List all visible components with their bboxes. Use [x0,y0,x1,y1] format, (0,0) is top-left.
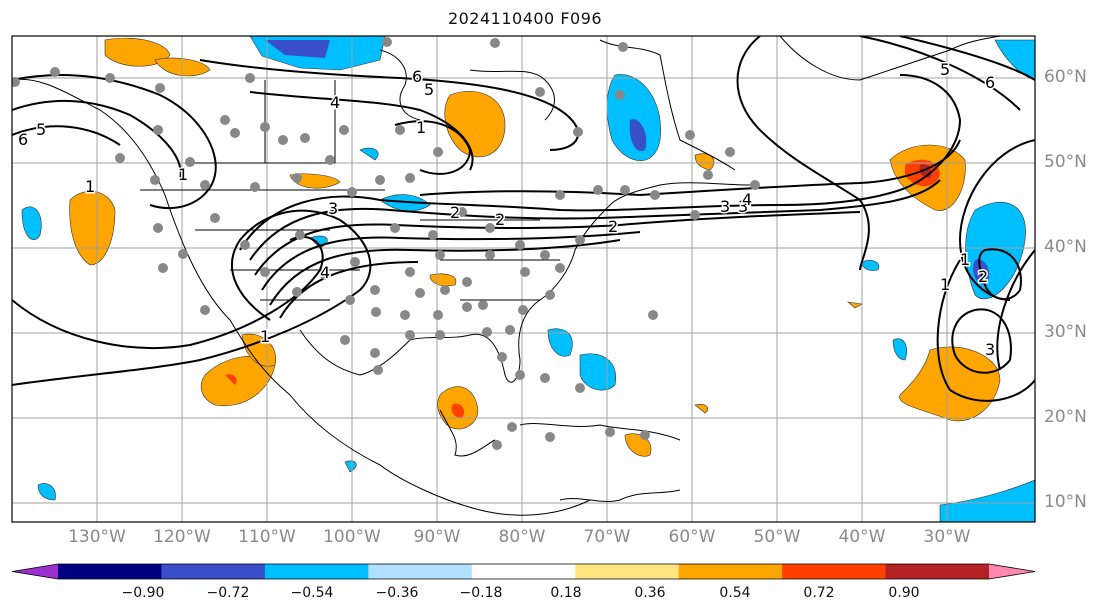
colorbar-tick-label: 0.18 [550,585,582,601]
lat-label: 30°N [1044,322,1087,342]
blue-patch-southeast [939,479,1035,522]
contour-label: 5 [424,80,434,99]
contour-label: 3 [985,340,995,359]
lon-label: 110°W [238,527,296,547]
contour-label: 1 [416,118,426,137]
colorbar-segment [471,564,576,579]
lon-label: 60°W [668,527,716,547]
lat-label: 50°N [1044,152,1087,172]
contour-label: 3 [738,197,748,216]
contour-label: 1 [85,177,95,196]
colorbar-tick-label: 0.36 [634,585,666,601]
contour-label: 2 [978,267,988,286]
lon-label: 90°W [413,527,461,547]
colorbar-segment [885,564,990,579]
colorbar-tick-label: −0.36 [375,585,419,601]
contour-labels: 6 5 4 3 2 1 1 1 6 5 4 3 2 1 1 6 5 4 3 2 … [17,59,997,361]
contour-label: 6 [985,73,995,92]
colorbar-segment [678,564,783,579]
map-frame [11,35,1036,523]
colorbar [11,563,1036,580]
contour-label: 5 [940,60,950,79]
lon-label: 70°W [583,527,631,547]
orange-patch-quebec [444,91,506,158]
contour-label: 1 [260,327,270,346]
contour-label: 2 [495,210,505,229]
colorbar-segment [58,564,162,579]
colorbar-tick-label: −0.72 [206,585,250,601]
contour-label: 5 [36,120,46,139]
colorbar-segment [264,564,369,579]
contour-label: 6 [18,130,28,149]
colorbar-segment [161,564,266,579]
contour-label: 2 [450,203,460,222]
contour-label: 1 [178,165,188,184]
colorbar-segment [575,564,680,579]
lon-label: 130°W [68,527,126,547]
lat-label: 60°N [1044,67,1087,87]
colorbar-extend-high [989,564,1035,579]
contour-label: 1 [960,250,970,269]
colorbar-extend-low [12,564,58,579]
contour-label: 4 [330,93,340,112]
contours [12,36,1035,402]
lon-label: 50°W [753,527,801,547]
contour-label: 3 [720,197,730,216]
map-title: 2024110400 F096 [447,9,603,28]
colorbar-tick-label: 0.72 [803,585,835,601]
lon-label: 80°W [498,527,546,547]
contour-label: 3 [328,199,338,218]
lon-label: 30°W [923,527,971,547]
lat-label: 20°N [1044,407,1087,427]
colorbar-tick-label: −0.54 [290,585,334,601]
lon-label: 120°W [153,527,211,547]
colorbar-tick-label: −0.18 [459,585,503,601]
lat-label: 40°N [1044,237,1087,257]
map-background [12,36,1035,522]
contour-label: 4 [320,263,330,282]
lon-label: 100°W [323,527,381,547]
contour-label: 4 [742,190,752,209]
lat-label: 10°N [1044,492,1087,512]
contour-label: 6 [412,67,422,86]
colorbar-tick-label: 0.90 [888,585,920,601]
contour-label: 2 [608,217,618,236]
colorbar-segment [368,564,473,579]
colorbar-tick-label: 0.54 [719,585,751,601]
colorbar-tick-label: −0.90 [121,585,165,601]
colorbar-segment [782,564,887,579]
orange-patch-mexico [200,355,276,407]
station-dots [12,37,760,450]
colorbar-outline [11,563,1036,580]
lon-label: 40°W [838,527,886,547]
contour-label: 1 [940,275,950,294]
